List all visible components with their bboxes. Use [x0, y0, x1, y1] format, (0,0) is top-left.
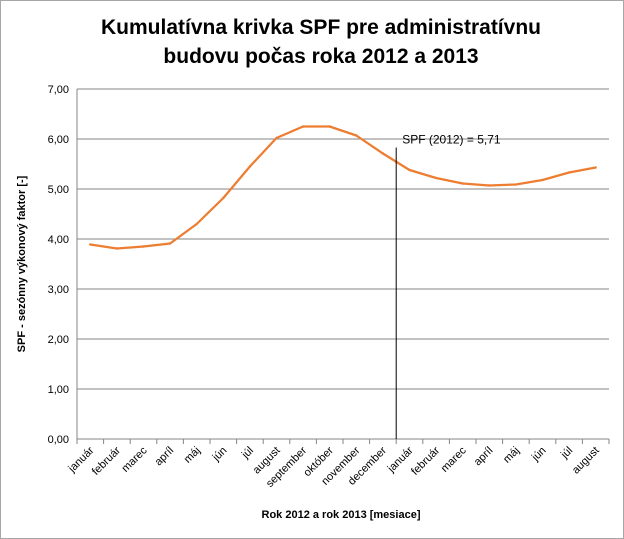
data-point [381, 152, 385, 155]
data-point [594, 166, 597, 169]
y-tick-label: 7,00 [48, 84, 69, 96]
x-tick-label: apríl [472, 445, 496, 469]
data-point [222, 196, 225, 200]
data-point [355, 134, 358, 137]
y-tick-label: 6,00 [48, 134, 69, 146]
data-point [328, 125, 331, 128]
y-tick-label: 2,00 [48, 334, 69, 346]
x-tick-label: apríl [153, 445, 177, 469]
annotation-label: SPF (2012) = 5,71 [402, 133, 501, 147]
data-point [195, 222, 198, 226]
y-tick-label: 0,00 [48, 434, 69, 446]
data-point [275, 136, 278, 140]
x-tick-label: február [90, 444, 123, 477]
x-tick-label: máj [182, 445, 203, 466]
data-point [541, 178, 544, 182]
x-tick-label: jún [210, 445, 230, 465]
chart-title-line-1: Kumulatívna krivka SPF pre administratív… [101, 16, 541, 39]
x-axis-title: Rok 2012 a rok 2013 [mesiace] [262, 509, 421, 521]
annotation-group: SPF (2012) = 5,71 [395, 133, 501, 439]
x-tick-label: marec [439, 444, 469, 474]
data-point [248, 165, 252, 168]
y-tick-label: 1,00 [48, 384, 69, 396]
data-point [567, 171, 571, 174]
data-point [461, 182, 464, 185]
x-tick-label: máj [501, 445, 522, 466]
data-point [408, 168, 411, 172]
data-point [89, 243, 92, 246]
data-point [488, 184, 491, 187]
y-axis-ticks: 0,00 1,00 2,00 3,00 4,00 5,00 6,00 7,00 [48, 84, 69, 446]
data-point [115, 247, 119, 250]
data-point [301, 125, 305, 128]
chart-title: Kumulatívna krivka SPF pre administratív… [61, 13, 581, 71]
x-tick-label: február [409, 444, 442, 477]
data-point [514, 183, 518, 186]
series-line [90, 125, 596, 250]
series-group [89, 125, 597, 250]
data-point [142, 245, 145, 248]
y-tick-label: 5,00 [48, 184, 69, 196]
x-tick-label: jún [529, 445, 549, 465]
y-tick-label: 3,00 [48, 284, 69, 296]
y-tick-label: 4,00 [48, 234, 69, 246]
x-tick-label: júl [558, 445, 575, 462]
chart-title-line-2: budovu počas roka 2012 a 2013 [163, 45, 479, 68]
y-axis-title: SPF - sezónny výkonový faktor [-] [16, 175, 28, 352]
data-point [168, 242, 172, 245]
gridlines [76, 88, 610, 444]
x-tick-label: júl [239, 445, 256, 462]
data-point [434, 176, 438, 180]
x-tick-label: august [570, 445, 602, 477]
x-tick-label: marec [120, 444, 150, 474]
